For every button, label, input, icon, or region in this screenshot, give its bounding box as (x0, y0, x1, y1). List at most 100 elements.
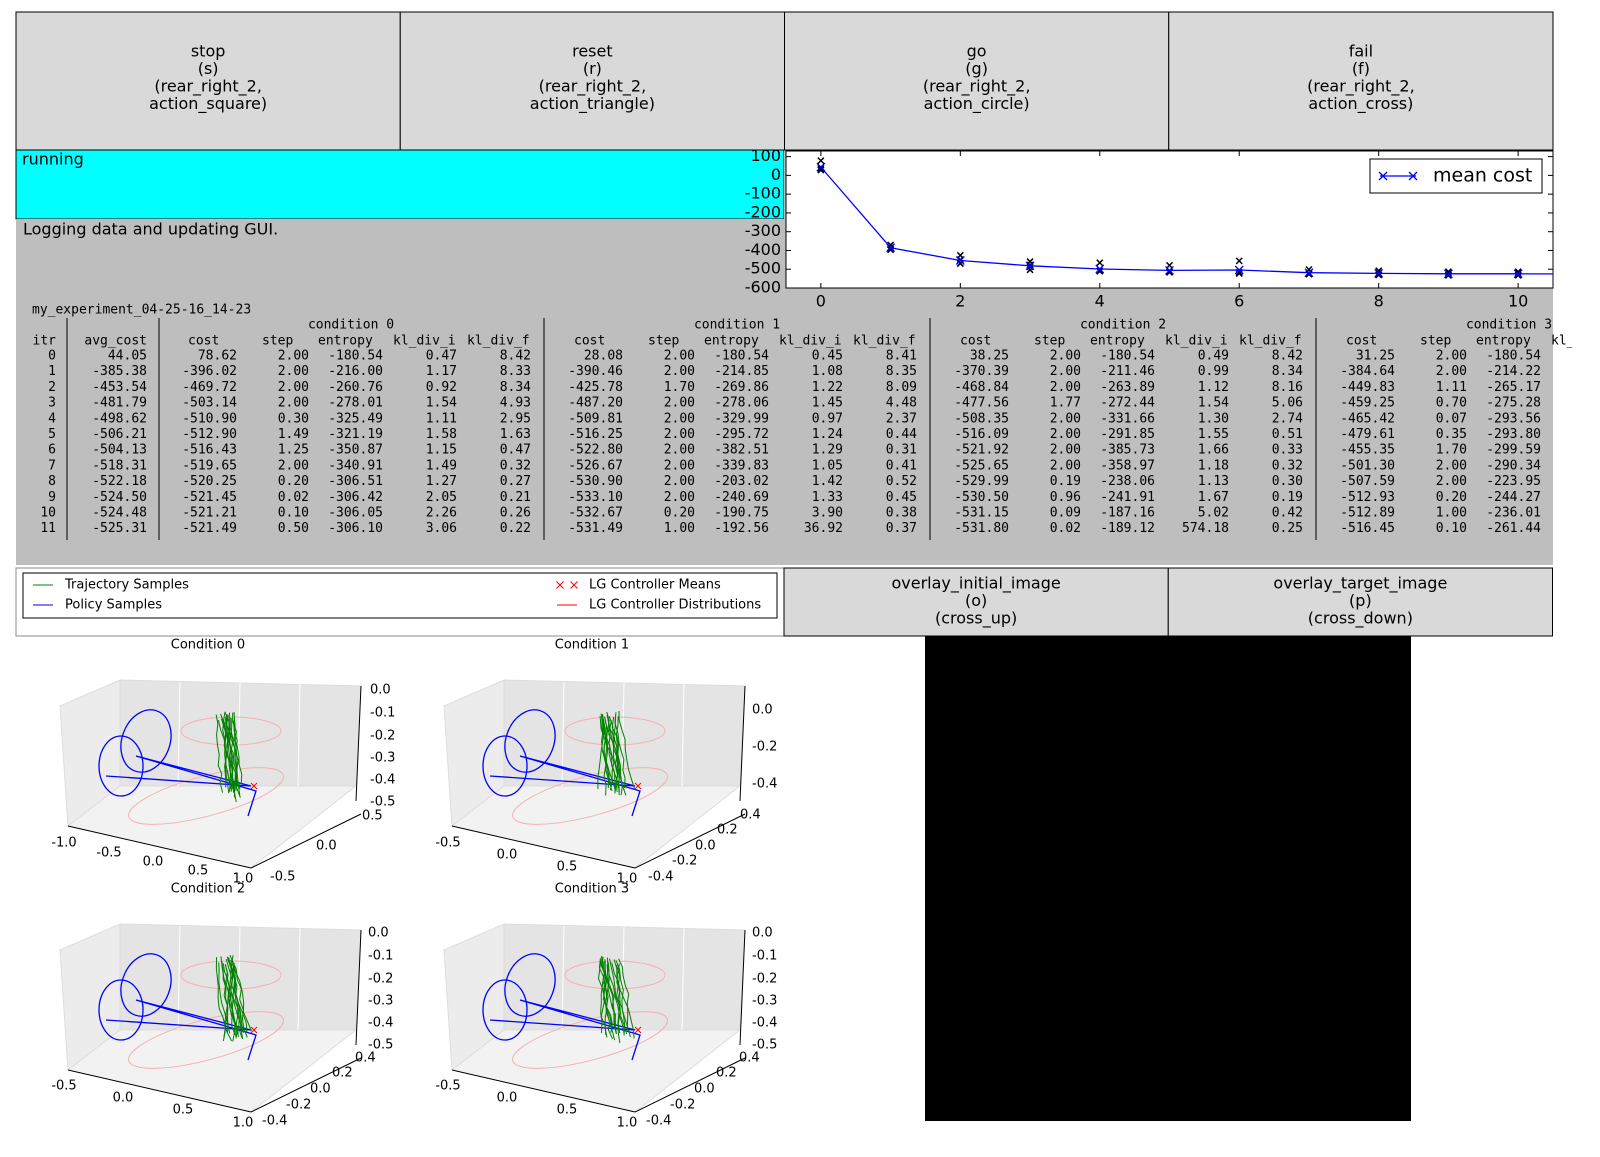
table-cell: 0.42 (1272, 506, 1303, 521)
table-cell: 0.19 (1050, 474, 1081, 489)
distribution (128, 1011, 284, 1069)
button-label[interactable]: go (967, 42, 987, 61)
table-cell: -325.49 (328, 411, 383, 426)
button-label[interactable]: (g) (965, 59, 988, 78)
button-face[interactable] (1167, 567, 1553, 637)
table-cell: 2.00 (664, 349, 695, 364)
column-header: kl_div_f (467, 334, 530, 349)
button-label[interactable]: (cross_up) (935, 609, 1017, 629)
table-cell: -331.66 (1100, 411, 1155, 426)
table-cell: 2.00 (1050, 458, 1081, 473)
table-cell: -521.49 (182, 521, 237, 536)
table-cell: -533.10 (568, 490, 623, 505)
button-label[interactable]: fail (1349, 42, 1373, 61)
button-face[interactable] (784, 11, 1170, 151)
table-cell: 1.42 (812, 474, 843, 489)
button[interactable]: fail(f)(rear_right_2,action_cross) (1168, 11, 1554, 151)
button-label[interactable]: overlay_target_image (1273, 574, 1447, 594)
table-cell: 1.70 (1436, 443, 1467, 458)
button[interactable]: reset(r)(rear_right_2,action_triangle) (399, 11, 785, 151)
trajectory-plot: Condition 10.0-0.2-0.40.40.20.0-0.2-0.4-… (435, 638, 777, 887)
x-tick-label: 0.0 (113, 1091, 134, 1106)
legend-label: LG Controller Means (589, 578, 721, 593)
button-label[interactable]: (r) (583, 59, 602, 78)
button-face[interactable] (15, 11, 401, 151)
button-label[interactable]: action_triangle) (530, 94, 655, 114)
grid (681, 683, 685, 787)
condition-cost-marker (1375, 267, 1383, 275)
button-label[interactable]: (o) (965, 591, 987, 610)
table-cell: 0.52 (886, 474, 917, 489)
button-face[interactable] (783, 567, 1169, 637)
table-cell: -293.80 (1486, 427, 1541, 442)
distribution (180, 716, 282, 746)
button-label[interactable]: (p) (1349, 591, 1372, 610)
axis (634, 813, 746, 869)
table-cell: 8.35 (886, 364, 917, 379)
table-cell: 2.00 (664, 490, 695, 505)
button-label[interactable]: overlay_initial_image (892, 574, 1061, 594)
button-label[interactable]: action_circle) (924, 94, 1030, 114)
distribution (128, 767, 284, 825)
x-tick-label: 1.0 (233, 872, 254, 887)
column-header: kl_div_i (1165, 334, 1228, 349)
table-cell: -512.89 (1340, 506, 1395, 521)
condition-cost-marker (1585, 270, 1591, 276)
plot-title: Condition 3 (555, 882, 629, 897)
x-tick-label: 0.5 (557, 860, 578, 875)
table-cell: 1.49 (426, 458, 457, 473)
pane (503, 679, 746, 787)
trajectory-sample (222, 963, 236, 1035)
button-label[interactable]: (s) (198, 59, 219, 78)
y-tick-label: 100 (750, 146, 781, 165)
button[interactable]: overlay_target_image(p)(cross_down) (1167, 567, 1553, 637)
button-label[interactable]: (rear_right_2, (539, 77, 647, 97)
trajectory-sample (599, 718, 620, 796)
button-label[interactable]: (cross_down) (1308, 609, 1413, 629)
button[interactable]: stop(s)(rear_right_2,action_square) (15, 11, 401, 151)
button-label[interactable]: (rear_right_2, (1307, 77, 1415, 97)
z-tick-label: -0.1 (752, 949, 777, 964)
axis (634, 1057, 746, 1113)
condition-cost-marker (1585, 272, 1591, 278)
button[interactable]: overlay_initial_image(o)(cross_up) (783, 567, 1169, 637)
table-cell: 0.26 (500, 506, 531, 521)
table-cell: -516.09 (954, 427, 1009, 442)
y-tick-label: 0.4 (740, 808, 761, 823)
controller-mean (634, 782, 642, 790)
table-cell: 0.20 (278, 474, 309, 489)
trajectory-sample (602, 716, 616, 791)
table-cell: -468.84 (954, 380, 1009, 395)
grid (297, 927, 301, 1031)
z-tick-label: 0.0 (368, 926, 389, 941)
distribution (512, 1011, 668, 1069)
grid (681, 927, 685, 1031)
table-cell: 0.70 (1436, 396, 1467, 411)
table-cell: 2.00 (1050, 427, 1081, 442)
table-cell: 1.00 (1436, 506, 1467, 521)
button-label[interactable]: action_square) (149, 94, 267, 114)
pane (66, 1029, 358, 1113)
table-cell: -531.80 (954, 521, 1009, 536)
button-label[interactable]: (f) (1352, 59, 1370, 78)
button-label[interactable]: action_cross) (1308, 94, 1413, 114)
table-cell: 1.63 (500, 427, 531, 442)
button-face[interactable] (1168, 11, 1554, 151)
column-header: step (648, 334, 679, 349)
button-label[interactable]: (rear_right_2, (154, 77, 262, 97)
table-cell: -329.99 (714, 411, 769, 426)
table-cell: 1.12 (1198, 380, 1229, 395)
table-cell: 0.32 (1272, 458, 1303, 473)
button-face[interactable] (399, 11, 785, 151)
table-cell: 78.62 (198, 349, 237, 364)
table-cell: -521.21 (182, 506, 237, 521)
trajectory-sample (602, 714, 616, 792)
table-cell: -512.90 (182, 427, 237, 442)
button-label[interactable]: reset (572, 42, 613, 61)
series-point (886, 243, 896, 253)
button[interactable]: go(g)(rear_right_2,action_circle) (784, 11, 1170, 151)
table-cell: -350.87 (328, 443, 383, 458)
table-cell: -241.91 (1100, 490, 1155, 505)
button-label[interactable]: stop (191, 42, 226, 61)
button-label[interactable]: (rear_right_2, (923, 77, 1031, 97)
